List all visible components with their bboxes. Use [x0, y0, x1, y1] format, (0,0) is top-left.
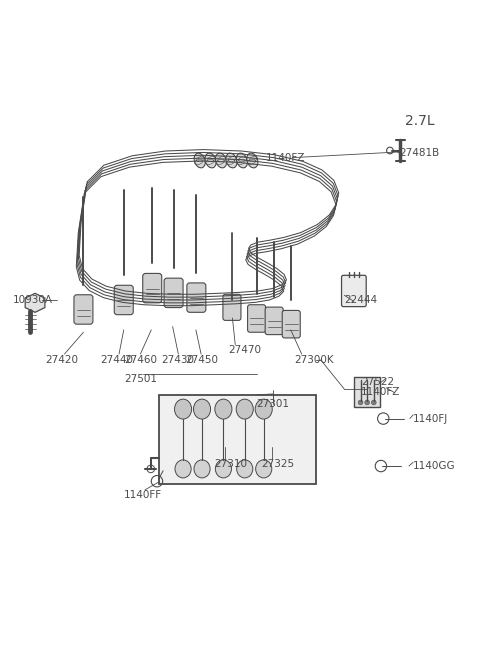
Text: 27460: 27460 — [124, 355, 157, 365]
Text: 27501: 27501 — [124, 374, 157, 384]
Text: 27325: 27325 — [261, 459, 294, 469]
Ellipse shape — [194, 153, 205, 168]
Text: 10930A: 10930A — [13, 295, 53, 305]
Ellipse shape — [226, 153, 237, 168]
FancyBboxPatch shape — [223, 294, 241, 320]
Text: 27470: 27470 — [228, 345, 261, 355]
Ellipse shape — [237, 460, 253, 478]
FancyBboxPatch shape — [282, 310, 300, 338]
FancyBboxPatch shape — [164, 278, 183, 308]
FancyBboxPatch shape — [114, 286, 133, 314]
Text: 2.7L: 2.7L — [405, 114, 434, 128]
Text: 27420: 27420 — [46, 355, 78, 365]
Bar — [354, 377, 381, 407]
Text: 27522: 27522 — [361, 377, 394, 387]
Text: 27430: 27430 — [162, 355, 195, 365]
Text: 22444: 22444 — [344, 295, 377, 305]
Ellipse shape — [247, 153, 258, 168]
Ellipse shape — [175, 460, 191, 478]
FancyBboxPatch shape — [248, 305, 265, 332]
Ellipse shape — [216, 460, 231, 478]
FancyBboxPatch shape — [143, 273, 162, 303]
Ellipse shape — [175, 399, 192, 419]
Text: 27481B: 27481B — [399, 148, 439, 158]
Text: 1140FZ: 1140FZ — [361, 386, 400, 396]
Polygon shape — [25, 293, 45, 312]
Bar — [159, 395, 316, 484]
Ellipse shape — [194, 460, 210, 478]
FancyBboxPatch shape — [342, 275, 366, 307]
Circle shape — [365, 400, 370, 405]
Text: 1140FJ: 1140FJ — [413, 413, 448, 424]
Ellipse shape — [255, 399, 272, 419]
Text: 27301: 27301 — [257, 400, 289, 409]
Ellipse shape — [205, 153, 216, 168]
Ellipse shape — [193, 399, 211, 419]
Ellipse shape — [236, 399, 253, 419]
Circle shape — [372, 400, 376, 405]
Text: 1140FF: 1140FF — [124, 489, 162, 500]
Text: 27440: 27440 — [100, 355, 133, 365]
Ellipse shape — [256, 460, 272, 478]
FancyBboxPatch shape — [187, 283, 206, 312]
Ellipse shape — [216, 153, 227, 168]
Text: 1140GG: 1140GG — [413, 461, 456, 471]
Text: 27300K: 27300K — [295, 355, 334, 365]
Ellipse shape — [236, 153, 248, 168]
Text: 1140FZ: 1140FZ — [266, 153, 305, 162]
Circle shape — [358, 400, 363, 405]
FancyBboxPatch shape — [74, 295, 93, 324]
Text: 27310: 27310 — [214, 459, 247, 469]
FancyBboxPatch shape — [265, 307, 283, 335]
Ellipse shape — [215, 399, 232, 419]
Text: 27450: 27450 — [185, 355, 218, 365]
